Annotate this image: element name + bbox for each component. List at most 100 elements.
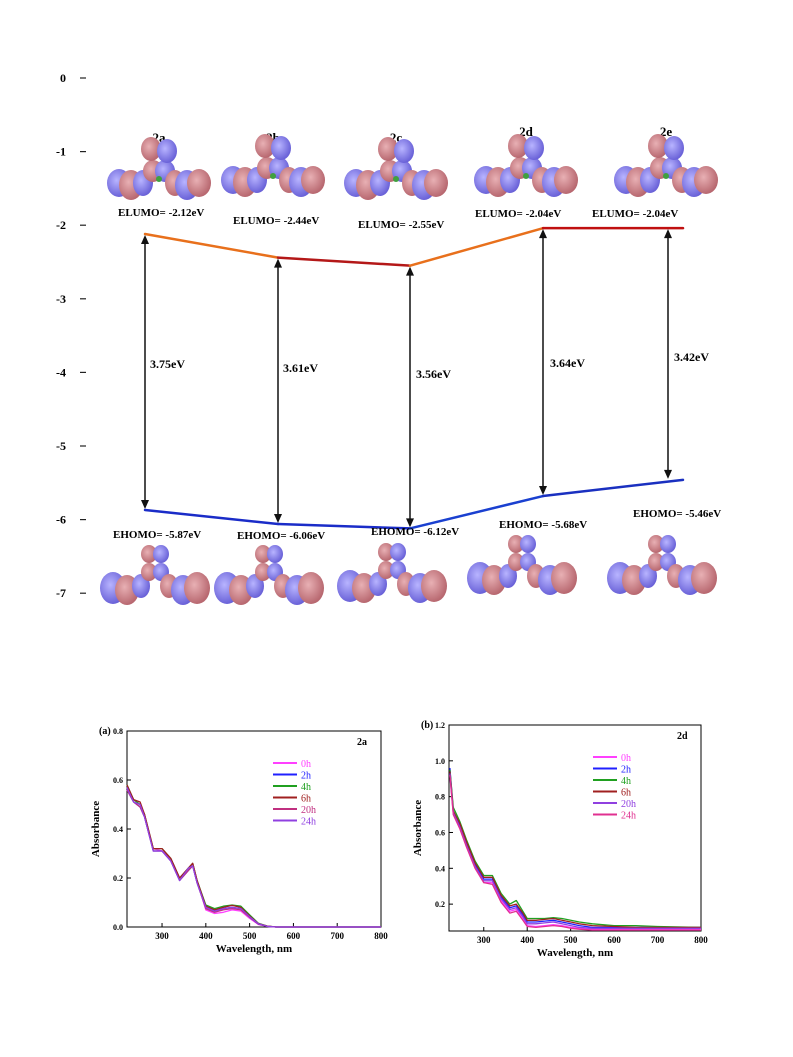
legend-entry: 2h [301,771,311,782]
band-gap-label: 3.61eV [283,361,318,375]
homo-level-line [143,508,280,526]
lumo-level-line [408,226,545,267]
energy-axis-tick-label: -1 [56,145,66,159]
lumo-orbital-picture [107,137,211,200]
legend-entry: 24h [301,817,316,828]
homo-energy-label: EHOMO= -5.46eV [633,508,721,520]
lumo-orbital-picture [474,134,578,197]
energy-axis-tick-label: -6 [56,513,66,527]
y-tick-label: 0.0 [113,923,123,932]
homo-level-line [408,494,545,530]
gap-arrow-head-down [274,514,282,524]
gap-arrow-head-up [406,266,414,276]
series-line [449,773,701,929]
homo-level-line [276,522,412,530]
y-axis-label: Absorbance [412,800,424,856]
band-gap-label: 3.75eV [150,357,185,371]
y-tick-label: 0.8 [113,727,123,736]
legend-entry: 20h [301,805,316,816]
lumo-level-line [276,256,412,267]
x-tick-label: 600 [607,935,621,945]
energy-axis-tick-label: 0 [60,71,66,85]
y-tick-label: 1.0 [435,757,445,766]
y-tick-label: 0.2 [435,900,445,909]
series-line [126,787,381,928]
legend-entry: 4h [301,782,311,793]
gap-arrow-head-up [539,229,547,239]
lumo-level-line [143,232,280,259]
legend-entry: 20h [621,799,636,810]
legend-entry: 4h [621,776,631,787]
series-line [449,775,701,931]
lumo-energy-label: ELUMO= -2.04eV [592,208,678,220]
homo-energy-label: EHOMO= -5.68eV [499,519,587,531]
x-tick-label: 800 [694,935,708,945]
gap-arrow-head-up [141,235,149,245]
legend-entry: 6h [621,788,631,799]
legend-entry: 0h [301,759,311,770]
x-tick-label: 500 [564,935,578,945]
homo-orbital-picture [100,545,210,605]
series-line [126,784,381,928]
panel-label: (a) [99,726,111,737]
homo-orbital-picture [337,543,447,603]
x-axis-label: Wavelength, nm [537,947,613,959]
y-tick-label: 1.2 [435,721,445,730]
homo-energy-label: EHOMO= -5.87eV [113,529,201,541]
series-line [126,784,381,928]
series-line [126,787,381,928]
legend-entry: 2h [621,765,631,776]
x-tick-label: 400 [199,931,213,941]
homo-level-line [541,478,685,498]
gap-arrow-head-up [274,258,282,268]
gap-arrow-head-down [539,486,547,496]
legend-entry: 24h [621,811,636,822]
legend-entry: 6h [301,794,311,805]
band-gap-label: 3.42eV [674,350,709,364]
y-tick-label: 0.4 [435,864,445,873]
lumo-energy-label: ELUMO= -2.04eV [475,208,561,220]
compound-name-label: 2d [519,124,534,139]
energy-axis-tick-label: -4 [56,365,66,379]
energy-axis-tick-label: -3 [56,292,66,306]
lumo-energy-label: ELUMO= -2.55eV [358,219,444,231]
legend-entry: 0h [621,753,631,764]
y-axis-label: Absorbance [90,801,102,857]
x-tick-label: 800 [374,931,388,941]
band-gap-label: 3.56eV [416,367,451,381]
lumo-energy-label: ELUMO= -2.44eV [233,215,319,227]
uv-vis-panel-a: 300 400 500 600 700 800 0.0 0.2 0.4 0.6 0.8 Wavelen… [90,726,388,955]
sample-label: 2d [677,731,688,742]
compound-name-label: 2e [660,124,673,139]
x-tick-label: 600 [287,931,301,941]
y-tick-label: 0.6 [113,776,123,785]
x-axis-label: Wavelength, nm [216,943,292,955]
gap-arrow-head-down [664,469,672,479]
band-gap-label: 3.64eV [550,356,585,370]
lumo-orbital-picture [221,134,325,197]
y-tick-label: 0.2 [113,874,123,883]
series-line [449,769,702,929]
series-line [449,767,701,929]
y-tick-label: 0.6 [435,828,445,837]
y-tick-label: 0.4 [113,825,123,834]
panel-label: (b) [421,720,433,731]
sample-label: 2a [357,737,367,748]
plot-frame [126,730,382,928]
energy-axis-tick-label: -2 [56,218,66,232]
gap-arrow-head-down [406,518,414,528]
series-line [126,789,381,928]
homo-orbital-picture [607,535,717,595]
homo-energy-label: EHOMO= -6.06eV [237,530,325,542]
x-tick-label: 300 [155,931,169,941]
x-tick-label: 500 [243,931,257,941]
homo-orbital-picture [467,535,577,595]
x-tick-label: 700 [330,931,344,941]
homo-orbital-picture [214,545,324,605]
gap-arrow-head-down [141,500,149,510]
x-tick-label: 400 [520,935,534,945]
x-tick-label: 300 [477,935,491,945]
series-line [449,771,701,929]
